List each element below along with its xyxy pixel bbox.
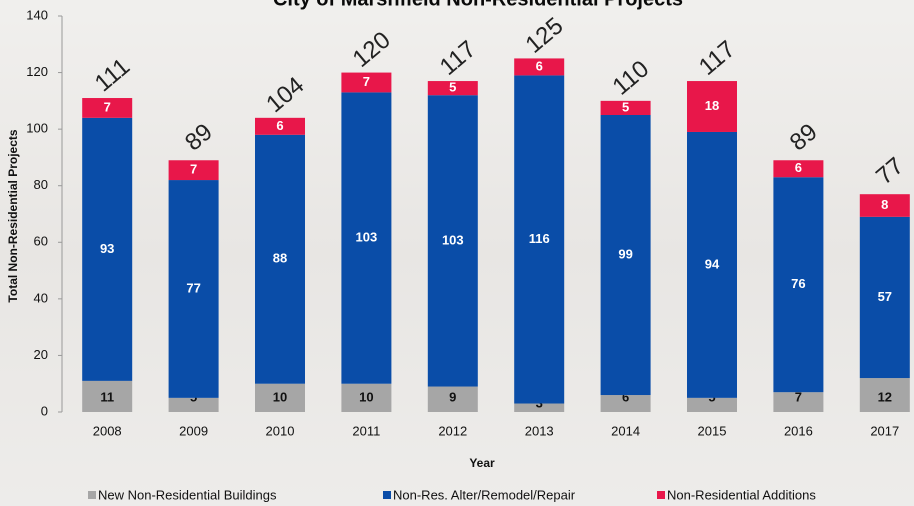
data-label: 7	[363, 74, 370, 89]
bar-segment	[255, 134, 305, 384]
bar-segment	[514, 403, 565, 412]
data-label: 99	[618, 246, 632, 261]
data-label: 76	[791, 276, 805, 291]
bar-segment	[82, 117, 133, 381]
bar-segment	[859, 194, 910, 217]
data-label: 6	[622, 389, 629, 404]
data-label: 7	[190, 162, 197, 177]
data-label: 6	[276, 118, 283, 133]
bar-segment	[600, 115, 651, 396]
bar-segment	[168, 397, 219, 412]
data-label: 8	[881, 197, 888, 212]
data-label: 93	[100, 241, 114, 256]
bar-segment	[255, 383, 305, 412]
data-label: 7	[104, 99, 111, 114]
bar-segment	[600, 100, 651, 115]
data-label: 77	[186, 280, 200, 295]
bar-segment	[255, 117, 305, 135]
bar-segment	[427, 386, 478, 412]
bar-segment	[687, 81, 737, 132]
data-label: 103	[442, 232, 464, 247]
x-tick-label: 2010	[266, 423, 295, 438]
x-tick-label: 2012	[438, 423, 467, 438]
bar-segment	[168, 180, 219, 398]
data-label: 94	[705, 256, 720, 271]
bar-segment	[773, 392, 824, 412]
bar-segment	[341, 72, 392, 93]
legend-label: Non-Res. Alter/Remodel/Repair	[393, 487, 576, 502]
bar-segment	[82, 380, 133, 412]
bar-segment	[687, 131, 737, 398]
x-tick-label: 2013	[525, 423, 554, 438]
data-label: 10	[273, 389, 287, 404]
data-label: 10	[359, 389, 373, 404]
legend-swatch	[88, 491, 96, 499]
x-axis-title: Year	[469, 456, 495, 470]
data-label: 116	[529, 231, 550, 246]
data-label: 11	[100, 389, 114, 404]
data-label: 57	[878, 289, 892, 304]
bar-segment	[773, 177, 824, 393]
legend-label: New Non-Residential Buildings	[98, 487, 277, 502]
y-tick-label: 80	[34, 177, 48, 192]
y-axis-title: Total Non-Residential Projects	[6, 129, 20, 302]
bar-segment	[859, 216, 910, 379]
data-label: 12	[878, 389, 892, 404]
bar-segment	[168, 160, 219, 181]
data-label: 6	[795, 160, 802, 175]
y-tick-label: 60	[34, 234, 48, 249]
bar-segment	[82, 98, 133, 118]
bar-segment	[514, 75, 565, 404]
x-tick-label: 2015	[698, 423, 727, 438]
bar-segment	[600, 395, 651, 412]
data-label: 9	[449, 389, 456, 404]
data-label: 88	[273, 251, 287, 266]
data-label: 18	[705, 98, 719, 113]
data-label: 5	[622, 99, 629, 114]
bar-segment	[341, 92, 392, 384]
legend-swatch	[383, 491, 391, 499]
y-tick-label: 20	[34, 347, 48, 362]
y-tick-label: 40	[34, 290, 48, 305]
data-label: 6	[536, 58, 543, 73]
y-tick-label: 0	[41, 403, 48, 418]
y-tick-label: 140	[26, 7, 48, 22]
y-tick-label: 120	[26, 64, 48, 79]
data-label: 103	[356, 229, 378, 244]
chart-title: City of Marshfield Non-Residential Proje…	[273, 0, 683, 10]
data-label: 7	[795, 389, 802, 404]
x-tick-label: 2016	[784, 423, 813, 438]
x-tick-label: 2008	[93, 423, 122, 438]
x-tick-label: 2011	[352, 423, 380, 438]
bar-segment	[427, 81, 478, 96]
legend-label: Non-Residential Additions	[667, 487, 816, 502]
bar-segment	[514, 58, 565, 76]
x-tick-label: 2014	[611, 423, 640, 438]
x-tick-label: 2009	[179, 423, 208, 438]
legend-swatch	[657, 491, 665, 499]
x-tick-label: 2017	[870, 423, 899, 438]
data-label: 5	[449, 80, 456, 95]
bar-segment	[687, 397, 737, 412]
bar-segment	[859, 378, 910, 412]
bar-segment	[427, 95, 478, 387]
bar-segment	[341, 383, 392, 412]
y-tick-label: 100	[26, 121, 48, 136]
bar-segment	[773, 160, 824, 178]
